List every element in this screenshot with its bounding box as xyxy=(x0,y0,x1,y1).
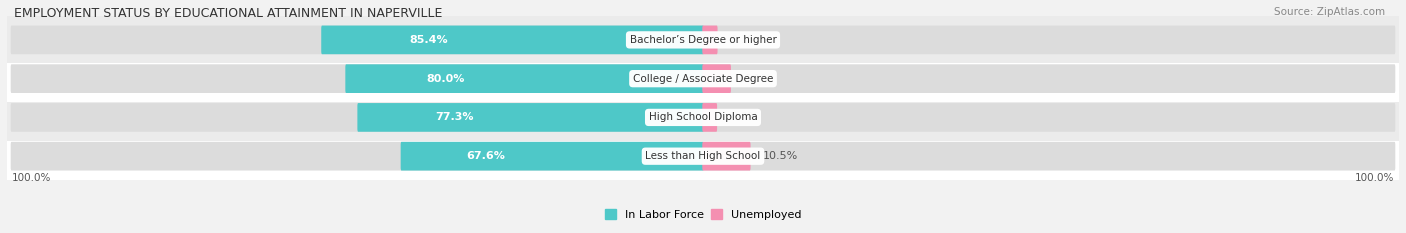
Text: Bachelor’s Degree or higher: Bachelor’s Degree or higher xyxy=(630,35,776,45)
FancyBboxPatch shape xyxy=(346,64,704,93)
FancyBboxPatch shape xyxy=(11,26,1395,54)
FancyBboxPatch shape xyxy=(321,26,704,54)
Bar xyxy=(7,55,1399,102)
FancyBboxPatch shape xyxy=(11,142,1395,171)
FancyBboxPatch shape xyxy=(401,142,704,171)
FancyBboxPatch shape xyxy=(702,26,717,54)
FancyBboxPatch shape xyxy=(357,103,704,132)
Text: EMPLOYMENT STATUS BY EDUCATIONAL ATTAINMENT IN NAPERVILLE: EMPLOYMENT STATUS BY EDUCATIONAL ATTAINM… xyxy=(14,7,443,20)
Text: 6.1%: 6.1% xyxy=(744,74,772,84)
Text: 100.0%: 100.0% xyxy=(11,172,51,182)
Text: 85.4%: 85.4% xyxy=(409,35,449,45)
FancyBboxPatch shape xyxy=(11,64,1395,93)
Text: 67.6%: 67.6% xyxy=(467,151,505,161)
Text: 10.5%: 10.5% xyxy=(763,151,799,161)
Text: Less than High School: Less than High School xyxy=(645,151,761,161)
Bar xyxy=(7,16,1399,64)
FancyBboxPatch shape xyxy=(702,103,717,132)
Bar xyxy=(7,133,1399,180)
Text: Source: ZipAtlas.com: Source: ZipAtlas.com xyxy=(1274,7,1385,17)
Text: 3.0%: 3.0% xyxy=(730,112,758,122)
Text: 100.0%: 100.0% xyxy=(1355,172,1395,182)
Text: 80.0%: 80.0% xyxy=(427,74,465,84)
Text: 3.1%: 3.1% xyxy=(730,35,758,45)
FancyBboxPatch shape xyxy=(702,142,751,171)
Text: High School Diploma: High School Diploma xyxy=(648,112,758,122)
FancyBboxPatch shape xyxy=(702,64,731,93)
Legend: In Labor Force, Unemployed: In Labor Force, Unemployed xyxy=(600,205,806,225)
FancyBboxPatch shape xyxy=(11,103,1395,132)
Text: 77.3%: 77.3% xyxy=(436,112,474,122)
Text: College / Associate Degree: College / Associate Degree xyxy=(633,74,773,84)
Bar xyxy=(7,94,1399,141)
